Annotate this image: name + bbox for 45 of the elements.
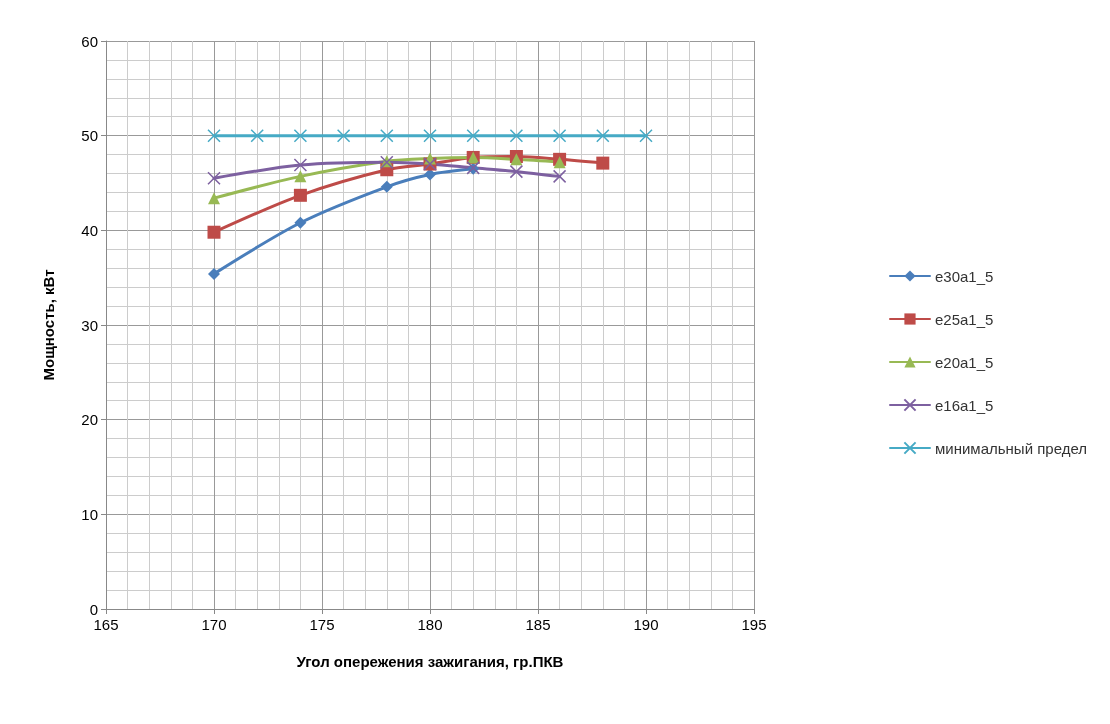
legend-label: e20a1_5 bbox=[934, 353, 994, 371]
point bbox=[208, 192, 220, 205]
point bbox=[294, 170, 307, 183]
y-tick-label: 60 bbox=[81, 32, 98, 50]
y-tick-label: 50 bbox=[81, 127, 98, 145]
x-tick-label: 195 bbox=[741, 616, 767, 633]
x-axis-title: Угол опережения зажигания, гр.ПКВ bbox=[296, 653, 564, 670]
point bbox=[207, 171, 221, 186]
x-tick-label: 185 bbox=[525, 616, 551, 633]
x-tick-label: 165 bbox=[93, 616, 119, 633]
point bbox=[596, 128, 610, 143]
legend-label: минимальный предел bbox=[934, 439, 1087, 457]
point bbox=[207, 225, 221, 239]
point bbox=[509, 128, 524, 143]
point bbox=[552, 169, 567, 184]
legend-label: e16a1_5 bbox=[934, 396, 994, 414]
point bbox=[208, 267, 220, 280]
point bbox=[639, 128, 653, 143]
x-tick-label: 180 bbox=[417, 616, 443, 633]
point bbox=[294, 216, 307, 229]
legend-label: e25a1_5 bbox=[934, 310, 994, 328]
point bbox=[423, 128, 437, 143]
point bbox=[552, 128, 567, 143]
point bbox=[207, 128, 221, 143]
y-axis-title: Мощность, кВт bbox=[40, 269, 57, 381]
y-tick-label: 10 bbox=[81, 505, 98, 523]
point bbox=[380, 180, 393, 193]
x-tick-label: 170 bbox=[201, 616, 227, 633]
point bbox=[596, 156, 610, 170]
y-tick-label: 30 bbox=[81, 316, 98, 334]
y-tick-label: 40 bbox=[81, 221, 98, 239]
point bbox=[293, 188, 307, 202]
point bbox=[250, 128, 264, 143]
point bbox=[293, 128, 308, 143]
point bbox=[336, 128, 351, 143]
y-tick-label: 20 bbox=[81, 411, 98, 429]
legend-label: e30a1_5 bbox=[934, 267, 994, 285]
point bbox=[509, 164, 524, 179]
point bbox=[553, 156, 566, 169]
x-tick-label: 190 bbox=[633, 616, 659, 633]
point bbox=[380, 128, 394, 143]
point bbox=[293, 158, 308, 172]
y-tick-label: 0 bbox=[89, 600, 98, 618]
point bbox=[466, 128, 480, 143]
x-tick-label: 175 bbox=[309, 616, 335, 633]
